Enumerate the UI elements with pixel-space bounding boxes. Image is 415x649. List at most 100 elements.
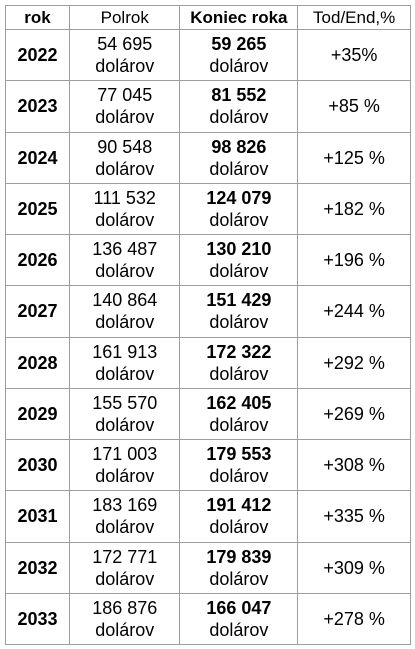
year-end-value: 130 210 — [206, 239, 272, 260]
cell-half-year: 140 864 dolárov — [69, 285, 181, 338]
year-end-value: 179 839 — [206, 546, 272, 567]
cell-year-end: 172 322 dolárov — [179, 336, 299, 389]
year-end-unit: dolárov — [209, 107, 269, 128]
cell-year: 2024 — [4, 131, 71, 184]
cell-percent: +335 % — [297, 490, 411, 543]
year-end-unit: dolárov — [209, 312, 269, 333]
half-year-value: 77 045 — [97, 85, 153, 106]
cell-percent: +85 % — [297, 80, 411, 133]
year-end-value: 124 079 — [206, 187, 272, 208]
half-year-value: 155 570 — [92, 392, 158, 413]
header-percent: Tod/End,% — [297, 5, 411, 30]
half-year-unit: dolárov — [95, 619, 155, 640]
cell-percent: +35% — [297, 28, 411, 82]
year-end-unit: dolárov — [209, 619, 269, 640]
cell-year-end: 81 552 dolárov — [179, 80, 299, 133]
cell-half-year: 183 169 dolárov — [69, 490, 181, 543]
cell-half-year: 136 487 dolárov — [69, 233, 181, 287]
cell-percent: +308 % — [297, 438, 411, 492]
year-end-unit: dolárov — [209, 517, 269, 538]
table-row: 2022 54 695 dolárov 59 265 dolárov +35% — [4, 28, 411, 82]
cell-percent: +182 % — [297, 182, 411, 236]
table-body: 2022 54 695 dolárov 59 265 dolárov +35% 2023 77… — [4, 28, 411, 646]
half-year-value: 161 913 — [92, 341, 158, 362]
header-year-end: Koniec roka — [179, 5, 299, 30]
year-end-value: 166 047 — [206, 597, 272, 618]
cell-year-end: 59 265 dolárov — [179, 28, 299, 82]
cell-percent: +244 % — [297, 285, 411, 338]
cell-year-end: 98 826 dolárov — [179, 131, 299, 184]
year-end-unit: dolárov — [209, 56, 269, 77]
cell-percent: +196 % — [297, 233, 411, 287]
table-row: 2033 186 876 dolárov 166 047 dolárov +278 % — [4, 592, 411, 646]
cell-half-year: 54 695 dolárov — [69, 28, 181, 82]
half-year-unit: dolárov — [95, 158, 155, 179]
year-end-value: 81 552 — [211, 85, 267, 106]
half-year-unit: dolárov — [95, 517, 155, 538]
header-half-year: Polrok — [69, 5, 181, 30]
half-year-value: 183 169 — [92, 495, 158, 516]
cell-year-end: 179 839 dolárov — [179, 541, 299, 594]
cell-half-year: 186 876 dolárov — [69, 592, 181, 646]
cell-half-year: 171 003 dolárov — [69, 438, 181, 492]
half-year-unit: dolárov — [95, 209, 155, 230]
table-header: rok Polrok Koniec roka Tod/End,% — [4, 5, 411, 30]
cell-year: 2033 — [4, 592, 71, 646]
half-year-unit: dolárov — [95, 261, 155, 282]
year-end-unit: dolárov — [209, 209, 269, 230]
table-row: 2027 140 864 dolárov 151 429 dolárov +244 % — [4, 285, 411, 338]
half-year-value: 54 695 — [97, 34, 153, 55]
table-row: 2028 161 913 dolárov 172 322 dolárov +292 % — [4, 336, 411, 389]
cell-year: 2032 — [4, 541, 71, 594]
cell-half-year: 111 532 dolárov — [69, 182, 181, 236]
half-year-value: 136 487 — [92, 239, 158, 260]
year-end-unit: dolárov — [209, 261, 269, 282]
cell-year: 2029 — [4, 387, 71, 441]
half-year-value: 140 864 — [92, 290, 158, 311]
cell-year-end: 130 210 dolárov — [179, 233, 299, 287]
header-row: rok Polrok Koniec roka Tod/End,% — [4, 5, 411, 30]
cell-year: 2023 — [4, 80, 71, 133]
year-end-value: 59 265 — [211, 34, 267, 55]
cell-year-end: 151 429 dolárov — [179, 285, 299, 338]
forecast-table: rok Polrok Koniec roka Tod/End,% 2022 54 … — [4, 5, 411, 646]
cell-year-end: 162 405 dolárov — [179, 387, 299, 441]
year-end-unit: dolárov — [209, 363, 269, 384]
table-row: 2026 136 487 dolárov 130 210 dolárov +196 % — [4, 233, 411, 287]
year-end-value: 98 826 — [211, 136, 267, 157]
year-end-unit: dolárov — [209, 568, 269, 589]
year-end-value: 162 405 — [206, 392, 272, 413]
year-end-unit: dolárov — [209, 158, 269, 179]
cell-year: 2026 — [4, 233, 71, 287]
year-end-value: 151 429 — [206, 290, 272, 311]
half-year-value: 111 532 — [93, 187, 156, 208]
cell-percent: +125 % — [297, 131, 411, 184]
cell-percent: +292 % — [297, 336, 411, 389]
cell-percent: +309 % — [297, 541, 411, 594]
half-year-value: 186 876 — [92, 597, 158, 618]
cell-half-year: 77 045 dolárov — [69, 80, 181, 133]
header-year: rok — [4, 5, 71, 30]
cell-half-year: 90 548 dolárov — [69, 131, 181, 184]
year-end-value: 179 553 — [206, 444, 272, 465]
cell-year: 2031 — [4, 490, 71, 543]
half-year-unit: dolárov — [95, 568, 155, 589]
cell-year: 2028 — [4, 336, 71, 389]
year-end-unit: dolárov — [209, 414, 269, 435]
table-row: 2032 172 771 dolárov 179 839 dolárov +309 % — [4, 541, 411, 594]
table-row: 2031 183 169 dolárov 191 412 dolárov +335 % — [4, 490, 411, 543]
half-year-value: 90 548 — [97, 136, 153, 157]
table-row: 2023 77 045 dolárov 81 552 dolárov +85 % — [4, 80, 411, 133]
cell-percent: +269 % — [297, 387, 411, 441]
table-row: 2024 90 548 dolárov 98 826 dolárov +125 % — [4, 131, 411, 184]
cell-year: 2030 — [4, 438, 71, 492]
cell-half-year: 155 570 dolárov — [69, 387, 181, 441]
half-year-unit: dolárov — [95, 363, 155, 384]
table-row: 2029 155 570 dolárov 162 405 dolárov +269 % — [4, 387, 411, 441]
year-end-unit: dolárov — [209, 466, 269, 487]
cell-half-year: 161 913 dolárov — [69, 336, 181, 389]
half-year-unit: dolárov — [95, 414, 155, 435]
half-year-unit: dolárov — [95, 107, 155, 128]
cell-year-end: 166 047 dolárov — [179, 592, 299, 646]
